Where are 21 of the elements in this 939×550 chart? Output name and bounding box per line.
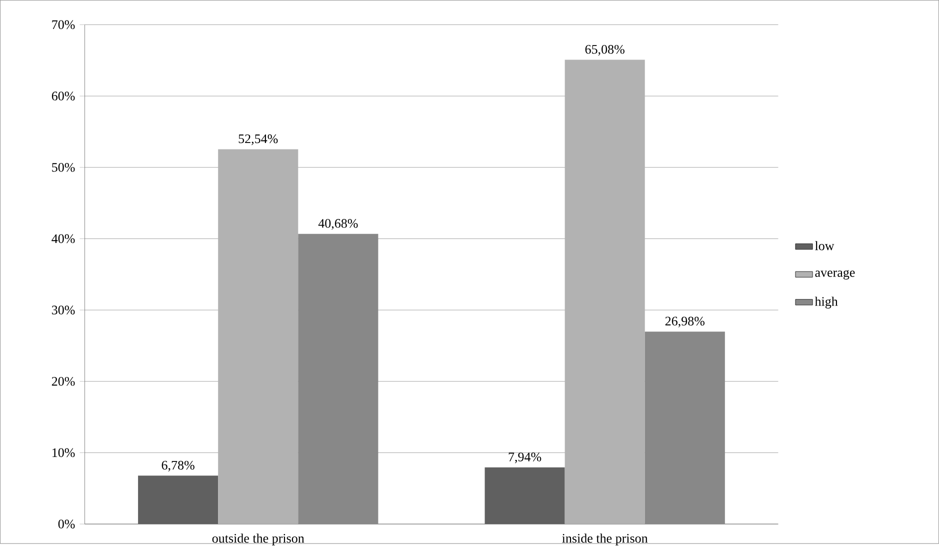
y-tick-label: 50% (52, 163, 75, 172)
y-tick-label: 20% (52, 377, 75, 386)
data-label: 52,54% (238, 134, 278, 146)
data-label: 65,08% (585, 45, 624, 56)
y-tick-label: 60% (52, 92, 75, 101)
data-label: 26,98% (665, 316, 705, 328)
legend-label: low (815, 241, 834, 250)
y-tick-label: 40% (52, 234, 75, 244)
y-tick-label: 0% (58, 520, 75, 529)
x-tick-label: outside the prison (212, 534, 304, 546)
data-label: 7,94% (508, 452, 542, 464)
y-tick-label: 70% (52, 20, 75, 30)
legend-label: high (814, 296, 838, 309)
data-label: 40,68% (318, 219, 358, 230)
x-tick-label: inside the prison (562, 534, 648, 546)
bar (564, 60, 645, 524)
bar (218, 149, 298, 524)
legend-label: average (815, 270, 855, 280)
data-label: 6,78% (162, 460, 194, 472)
y-tick-label: 10% (52, 448, 75, 458)
y-tick-label: 30% (52, 306, 75, 315)
